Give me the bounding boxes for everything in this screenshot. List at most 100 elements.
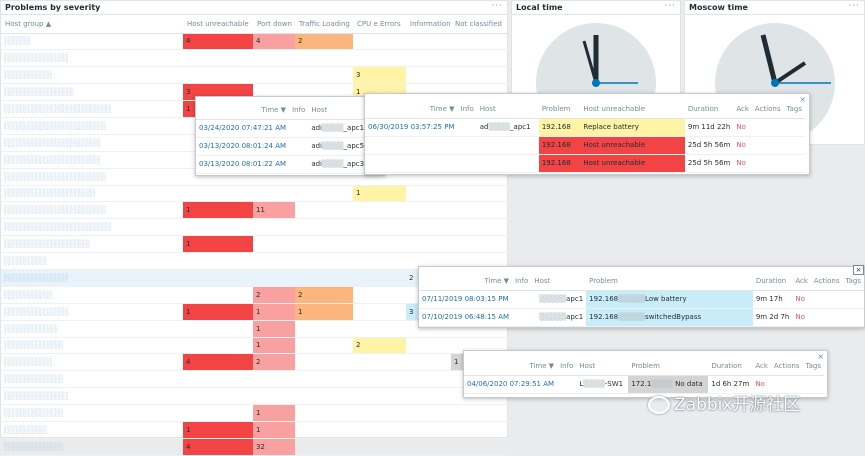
severity-cell[interactable]: 3 (353, 66, 406, 85)
severity-cell[interactable]: 1 (183, 421, 253, 439)
severity-cell[interactable]: 4 (183, 438, 253, 456)
time-link[interactable]: 07/10/2019 06:48:15 AM (419, 308, 513, 327)
host-link[interactable]: L (579, 380, 584, 388)
severity-cell[interactable]: 2 (253, 286, 295, 304)
host-group-link[interactable]: ░░░░░░░░░░░░░░░░░ (1, 185, 183, 203)
col-host-group[interactable]: Host group ▲ (1, 15, 183, 34)
severity-cell (406, 370, 451, 389)
close-icon[interactable]: × (799, 95, 806, 104)
severity-cell[interactable]: 1 (353, 185, 406, 203)
problem-link[interactable]: Host unreachable (580, 154, 685, 173)
col-time[interactable]: Time ▼ (365, 100, 458, 119)
ack-link[interactable]: No (792, 290, 811, 309)
severity-cell[interactable]: 1 (253, 421, 295, 439)
severity-cell[interactable]: 1 (253, 320, 295, 338)
host-group-link[interactable]: ░░░░░░░░░ (1, 66, 183, 85)
host-group-link[interactable]: ░░░░░░░░░░░░░░░░░░░░ (1, 218, 183, 237)
severity-cell (353, 421, 406, 439)
severity-cell[interactable]: 1 (295, 303, 353, 321)
host-group-link[interactable]: ░░░░░ (1, 33, 183, 51)
ack-link[interactable]: No (733, 154, 752, 173)
problem-link[interactable]: Replace battery (580, 118, 685, 137)
host-group-link[interactable]: ░░░░░░░░░░░░░░░░░░░░ (1, 100, 183, 118)
col-time[interactable]: Time ▼ (196, 101, 290, 120)
host-group-link[interactable]: ░░░░░░░░░░░ (1, 438, 183, 456)
severity-cell[interactable]: 1 (253, 303, 295, 321)
severity-cell[interactable]: 4 (183, 353, 253, 372)
severity-cell[interactable]: 4 (253, 33, 295, 51)
problem-link[interactable]: Host unreachable (580, 136, 685, 155)
severity-cell[interactable]: 32 (253, 438, 295, 456)
table-row: 04/06/2020 07:29:51 AM L▒▒▒▒-SW1 172.1▒▒… (464, 375, 824, 394)
host-group-link[interactable]: ░░░░░░░░░░░░░░░░░░░ (1, 168, 183, 186)
host-group-link[interactable]: ░░░░░░░░░░░░░░░░░░░ (1, 117, 183, 135)
host-group-link[interactable]: ░░░░░░░░░ (1, 286, 183, 304)
widget-title: Local time (516, 3, 563, 12)
col-time[interactable]: Time ▼ (464, 357, 558, 376)
host-group-link[interactable]: ░░░░░░░░░░░░░░░░░░ (1, 151, 183, 169)
host-group-link[interactable]: ░░░░░░░░░░░░ (1, 269, 183, 287)
host-group-link[interactable]: ░░░░░░░░░░░░░░░░░░ (1, 134, 183, 152)
host-group-link[interactable]: ░░░░░░░░░░ (1, 320, 183, 338)
table-row: ░░░░░░░░░ 3 (1, 66, 509, 85)
problem-link[interactable]: switchedBypass (645, 313, 702, 321)
severity-cell[interactable]: 1 (183, 303, 253, 321)
time-link[interactable]: 03/24/2020 07:47:21 AM (196, 119, 290, 138)
host-link[interactable]: apc1 (566, 313, 584, 321)
table-row: ░░░░░░░░░░░░░░░░░ 1 (1, 185, 509, 203)
host-link[interactable]: apc1 (566, 295, 584, 303)
ack-link[interactable]: No (752, 375, 771, 394)
table-row: ░░░░░░░░░ 2 2 (1, 286, 509, 304)
time-link[interactable]: 03/13/2020 08:01:24 AM (196, 137, 290, 156)
host-group-link[interactable]: ░░░░░░░░░░░░ (1, 387, 183, 406)
ack-link[interactable]: No (733, 136, 752, 155)
widget-menu-icon[interactable]: ··· (848, 1, 860, 11)
close-icon[interactable]: × (853, 265, 864, 275)
problem-link[interactable]: Low battery (645, 295, 687, 303)
severity-cell[interactable]: 11 (253, 201, 295, 220)
host-group-link[interactable]: ░░░░░░░░░░░░░░░░ (1, 235, 183, 254)
host-group-link[interactable]: ░░░░░░░░░░░ (1, 404, 183, 422)
host-link[interactable]: adi (311, 160, 322, 168)
problem-link[interactable]: No data (675, 380, 703, 388)
severity-cell[interactable]: 1 (253, 404, 295, 422)
host-group-link[interactable]: ░░░░░░░░░ (1, 353, 183, 372)
ack-link[interactable]: No (792, 308, 811, 327)
widget-menu-icon[interactable]: ··· (491, 1, 503, 11)
severity-cell[interactable]: 1 (183, 201, 253, 220)
col-severity: Traffic Loading (295, 15, 353, 34)
severity-cell[interactable]: 4 (183, 33, 253, 51)
duration: 9m 17h (752, 290, 793, 309)
col-time[interactable]: Time ▼ (419, 272, 513, 291)
table-row: 192.168 Host unreachable 25d 5h 56m No (365, 154, 805, 173)
problem-popup-3: Time ▼ Info Host Problem Duration Ack Ac… (418, 266, 865, 328)
severity-cell[interactable]: 2 (295, 286, 353, 304)
ack-link[interactable]: No (733, 118, 752, 137)
severity-cell (295, 337, 353, 355)
severity-cell[interactable]: 2 (295, 33, 353, 51)
host-group-link[interactable]: ░░░░░░░░ (1, 421, 183, 439)
host-link[interactable]: ad (479, 123, 489, 131)
host-group-link[interactable]: ░░░░░░░░░░░ (1, 370, 183, 389)
host-group-link[interactable]: ░░░░░░░░░░░░ (1, 303, 183, 321)
host-group-link[interactable]: ░░░░░░░░░░░░░ (1, 83, 183, 102)
severity-cell[interactable]: 1 (183, 235, 253, 254)
host-link[interactable]: adi (311, 142, 322, 150)
time-link[interactable]: 06/30/2019 03:57:25 PM (365, 118, 458, 137)
widget-menu-icon[interactable]: ··· (664, 1, 676, 11)
table-row: ░░░░░░░░░░░ (1, 370, 509, 389)
col-severity: CPU e Errors (353, 15, 406, 34)
host-group-link[interactable]: ░░░░░░░░░░░░░░░░░░░ (1, 201, 183, 220)
severity-cell[interactable]: 2 (353, 337, 406, 355)
host-group-link[interactable]: ░░░░░░░░░░░░ (1, 49, 183, 68)
host-group-link[interactable]: ░░░░░░░░░░░ (1, 337, 183, 355)
close-icon[interactable]: × (817, 352, 824, 361)
time-link[interactable]: 03/13/2020 08:01:22 AM (196, 155, 290, 174)
col-host: Host (576, 357, 629, 376)
time-link[interactable]: 04/06/2020 07:29:51 AM (464, 375, 558, 394)
host-group-link[interactable]: ░░░░░░░░ (1, 252, 183, 270)
time-link[interactable]: 07/11/2019 08:03:15 PM (419, 290, 513, 309)
severity-cell[interactable]: 2 (253, 353, 295, 372)
severity-cell[interactable]: 1 (253, 337, 295, 355)
host-link[interactable]: adi (311, 124, 322, 132)
